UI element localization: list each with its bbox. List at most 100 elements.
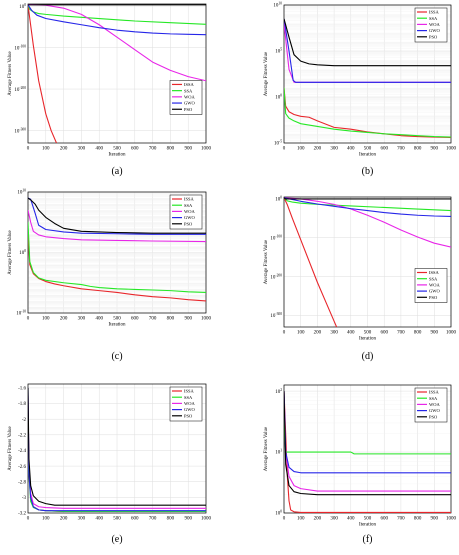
x-tick-label: 100 <box>297 331 305 336</box>
y-tick-label: 10-200 <box>270 273 282 280</box>
x-tick-label: 700 <box>397 517 405 522</box>
chart-panel-5: 0 100 200 300 400 500 600 700 800 900 1000 -1.6 -1.8… <box>8 383 212 545</box>
legend-label-gwo: GWO <box>429 408 440 413</box>
plot-frame <box>27 3 207 144</box>
x-tick-label: 800 <box>414 517 422 522</box>
x-tick-label: 600 <box>380 517 388 522</box>
legend-label-ssa: SSA <box>184 88 193 93</box>
x-tick-label: 1000 <box>201 317 212 322</box>
legend-label-ssa: SSA <box>429 396 438 401</box>
legend-label-pso: PSO <box>184 107 193 112</box>
x-tick-label: 100 <box>297 147 305 152</box>
series-line-issa <box>284 197 338 327</box>
legend-label-woa: WOA <box>429 283 440 288</box>
y-tick-label: 10-100 <box>270 234 282 241</box>
legend-label-gwo: GWO <box>429 28 440 33</box>
x-tick-label: 200 <box>60 517 68 522</box>
panel-caption: (d) <box>362 351 374 362</box>
y-tick-label: 100 <box>275 510 282 517</box>
legend-label-ssa: SSA <box>184 395 193 400</box>
y-tick-label: -1.8 <box>18 402 26 407</box>
x-tick-label: 400 <box>95 517 103 522</box>
legend-label-pso: PSO <box>184 413 193 418</box>
x-tick-label: 300 <box>78 517 86 522</box>
x-tick-label: 700 <box>149 147 157 152</box>
series-line-issa <box>28 234 206 302</box>
plot-frame <box>27 191 207 314</box>
legend-label-issa: ISSA <box>429 270 440 275</box>
series-line-gwo <box>28 4 206 36</box>
chart-panel-1: 0 100 200 300 400 500 600 700 800 900 1000 100 10-10… <box>8 3 212 177</box>
panel-caption: (b) <box>362 166 374 177</box>
x-tick-label: 500 <box>113 517 121 522</box>
series-line-issa <box>28 4 57 143</box>
legend-label-woa: WOA <box>184 94 195 99</box>
series-group <box>28 197 206 302</box>
legend-label-pso: PSO <box>429 34 438 39</box>
x-tick-label: 500 <box>364 331 372 336</box>
x-tick-label: 300 <box>78 317 86 322</box>
x-tick-label: 600 <box>131 147 139 152</box>
x-tick-label: 0 <box>283 331 286 336</box>
x-axis-label: Iteration <box>359 153 376 158</box>
y-tick-label: -2.2 <box>18 434 26 439</box>
series-group <box>284 18 451 139</box>
x-tick-label: 200 <box>314 331 322 336</box>
legend-label-pso: PSO <box>429 414 438 419</box>
x-tick-label: 400 <box>347 147 355 152</box>
x-tick-label: 400 <box>347 517 355 522</box>
y-tick-label: 10-300 <box>14 127 26 134</box>
legend-label-issa: ISSA <box>184 389 195 394</box>
series-line-issa <box>284 391 451 513</box>
legend-label-gwo: GWO <box>184 215 195 220</box>
legend-label-pso: PSO <box>429 295 438 300</box>
y-tick-label: 10-5 <box>274 140 282 147</box>
series-group <box>284 197 451 327</box>
x-tick-label: 200 <box>60 147 68 152</box>
y-tick-label: 1010 <box>17 189 26 196</box>
series-group <box>28 4 206 143</box>
x-tick-label: 0 <box>27 517 30 522</box>
chart-panel-3: 0 100 200 300 400 500 600 700 800 900 1000 1010 100 1… <box>8 189 212 362</box>
y-tick-label: -2 <box>22 418 27 423</box>
x-tick-label: 200 <box>314 147 322 152</box>
x-tick-label: 300 <box>78 147 86 152</box>
y-axis-label: Average Fitness Value <box>8 425 13 470</box>
panel-caption: (a) <box>111 166 122 177</box>
x-tick-label: 700 <box>149 317 157 322</box>
series-line-issa <box>284 87 451 139</box>
y-tick-label: 100 <box>19 249 26 256</box>
x-tick-label: 900 <box>431 331 439 336</box>
x-axis-label: Iteration <box>109 153 126 158</box>
series-group <box>28 387 206 512</box>
y-tick-label: -3 <box>22 496 27 501</box>
x-tick-label: 100 <box>42 147 50 152</box>
legend-label-issa: ISSA <box>184 82 195 87</box>
plot-frame <box>283 384 452 514</box>
y-tick-label: -2.8 <box>18 480 26 485</box>
series-line-pso <box>28 197 206 234</box>
y-tick-label: 10-300 <box>270 312 282 319</box>
x-tick-label: 600 <box>131 517 139 522</box>
x-tick-label: 600 <box>380 331 388 336</box>
y-tick-label: 1010 <box>273 2 282 9</box>
series-line-woa <box>284 197 451 248</box>
x-tick-label: 200 <box>314 517 322 522</box>
legend-label-gwo: GWO <box>184 407 195 412</box>
legend-label-woa: WOA <box>429 22 440 27</box>
legend-label-gwo: GWO <box>184 101 195 106</box>
y-tick-label: -3.2 <box>18 512 26 517</box>
x-tick-label: 900 <box>431 517 439 522</box>
x-tick-label: 100 <box>42 517 50 522</box>
plot-frame <box>283 196 452 328</box>
series-line-gwo <box>284 18 451 83</box>
x-tick-label: 800 <box>167 317 175 322</box>
y-tick-label: 10-10 <box>16 310 26 317</box>
x-tick-label: 800 <box>167 517 175 522</box>
x-tick-label: 900 <box>431 147 439 152</box>
x-tick-label: 1000 <box>446 331 457 336</box>
x-tick-label: 500 <box>113 317 121 322</box>
legend-label-pso: PSO <box>184 221 193 226</box>
